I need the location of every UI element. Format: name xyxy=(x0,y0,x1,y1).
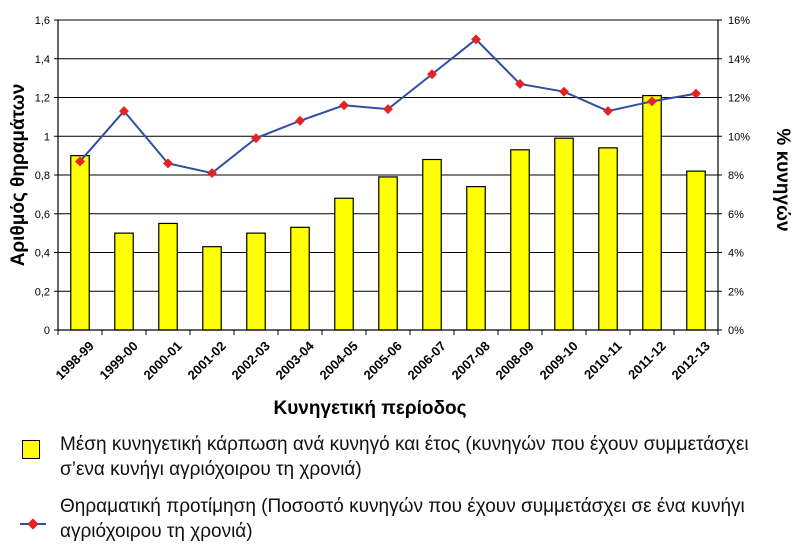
y-tick-label: 0 xyxy=(44,325,50,337)
y2-axis-title: % κυνηγών xyxy=(772,128,793,231)
x-tick-label: 2012-13 xyxy=(669,338,713,382)
x-tick-label: 2002-03 xyxy=(229,338,273,382)
bar xyxy=(70,155,90,331)
y2-tick-label: 4% xyxy=(728,248,744,260)
y2-tick-label: 6% xyxy=(728,209,744,221)
y-tick-label: 0,8 xyxy=(35,170,50,182)
bar xyxy=(290,226,310,331)
x-tick-label: 2008-09 xyxy=(493,338,537,382)
legend-bar-swatch xyxy=(22,440,40,459)
y-tick-label: 1 xyxy=(44,131,50,143)
x-tick-label: 2007-08 xyxy=(449,338,493,382)
x-tick-label: 2011-12 xyxy=(625,338,669,382)
bar xyxy=(510,149,530,331)
x-tick-label: 2010-11 xyxy=(581,338,625,382)
y-tick-label: 1,4 xyxy=(35,54,50,66)
x-tick-label: 2005-06 xyxy=(361,338,405,382)
line-point xyxy=(207,168,217,179)
line-point xyxy=(119,106,129,117)
y2-tick-label: 8% xyxy=(728,170,744,182)
y2-tick-label: 2% xyxy=(728,286,744,298)
legend-line-swatch xyxy=(20,518,46,530)
line-point xyxy=(75,156,85,167)
legend-bar-label: Μέση κυνηγετική κάρπωση ανά κυνηγό και έ… xyxy=(60,434,749,480)
bar xyxy=(686,170,706,331)
x-tick-label: 2009-10 xyxy=(537,338,581,382)
y-tick-label: 0,4 xyxy=(35,248,50,260)
x-tick-label: 2004-05 xyxy=(317,338,361,382)
legend-line-label: Θηραματική προτίμηση (Ποσοστό κυνηγών πο… xyxy=(60,496,745,542)
y2-tick-label: 16% xyxy=(728,15,750,27)
x-axis-title: Κυνηγετική περίοδος xyxy=(274,398,467,419)
x-tick-label: 1999-00 xyxy=(97,338,141,382)
bar xyxy=(422,158,442,331)
line-point xyxy=(559,86,569,97)
line-point xyxy=(515,78,525,89)
y-tick-label: 0,2 xyxy=(35,286,50,298)
bar xyxy=(378,176,398,331)
bar xyxy=(114,232,134,331)
y-tick-label: 1,2 xyxy=(35,93,50,105)
y2-tick-label: 10% xyxy=(728,131,750,143)
x-axis-ticks: 1998-99 1999-00 2000-01 2001-02 2002-03 2003-… xyxy=(53,338,713,383)
right-axis-ticks: 0% 2% 4% 6% 8% 10% 12% 14% 16% xyxy=(718,15,750,337)
x-tick-label: 2001-02 xyxy=(185,338,229,382)
x-tick-label: 2006-07 xyxy=(405,338,449,382)
bar xyxy=(246,232,266,331)
y2-tick-label: 14% xyxy=(728,54,750,66)
line-point xyxy=(647,96,657,107)
bar xyxy=(554,137,574,331)
bar xyxy=(202,246,222,331)
bar xyxy=(334,197,354,331)
y2-tick-label: 0% xyxy=(728,325,744,337)
bar xyxy=(158,222,178,331)
y-tick-label: 0,6 xyxy=(35,209,50,221)
line-point xyxy=(163,158,173,169)
combo-chart: 0 0,2 0,4 0,6 0,8 1 1,2 1,4 1,6 0% 2% 4% 6% 8% 10% 12%… xyxy=(8,15,793,419)
line-point xyxy=(691,88,701,99)
bar xyxy=(598,147,618,331)
x-tick-label: 2003-04 xyxy=(273,338,318,383)
y-tick-label: 1,6 xyxy=(35,15,50,27)
y-axis-title: Αριθμός θηραμάτων xyxy=(8,84,29,267)
bar xyxy=(642,94,662,331)
y2-tick-label: 12% xyxy=(728,93,750,105)
x-tick-label: 1998-99 xyxy=(53,338,97,382)
left-axis-ticks: 0 0,2 0,4 0,6 0,8 1 1,2 1,4 1,6 xyxy=(35,15,58,337)
line-point xyxy=(603,106,613,117)
bar xyxy=(466,186,486,331)
x-tick-label: 2000-01 xyxy=(141,338,185,382)
line-point xyxy=(251,133,261,144)
